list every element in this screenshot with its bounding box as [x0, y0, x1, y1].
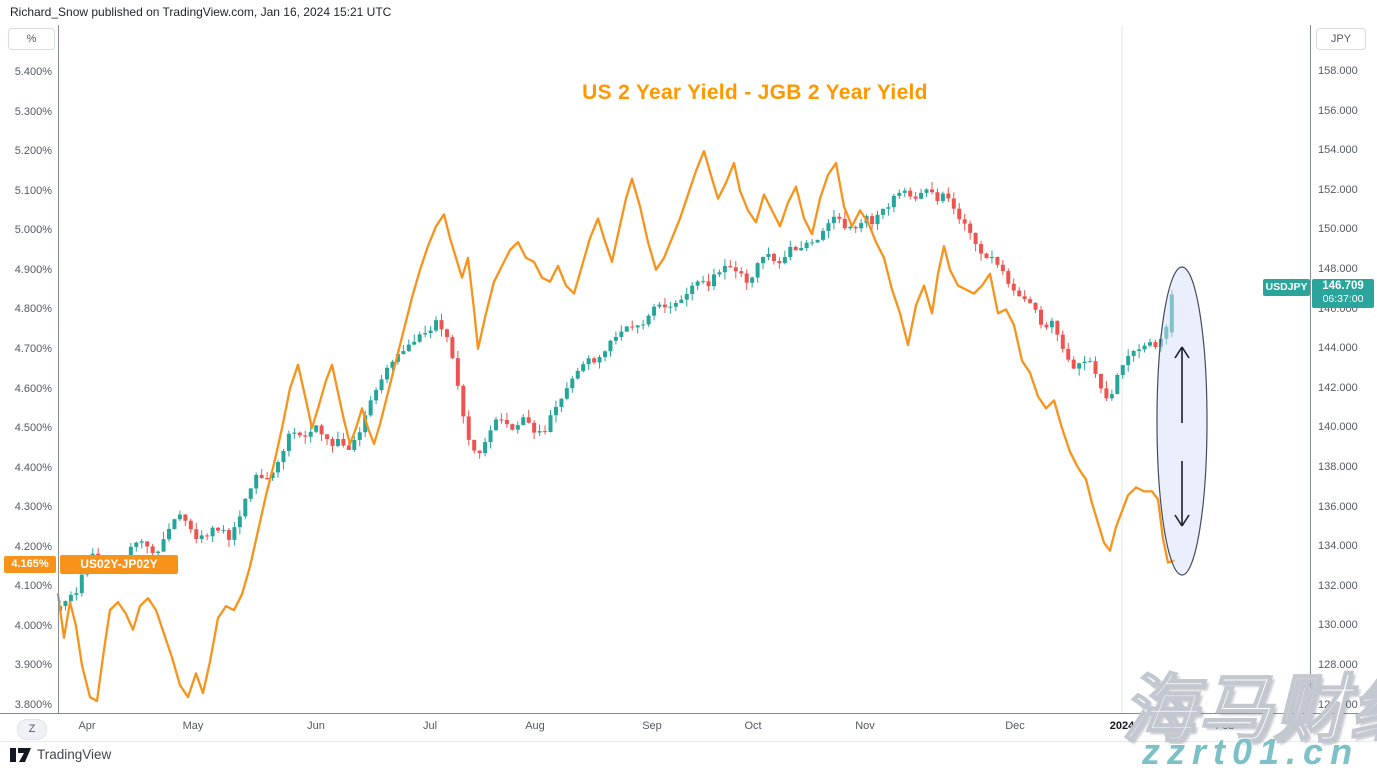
watermark-url-text: zzrt01.cn — [1142, 731, 1360, 772]
spread-name-badge: US02Y-JP02Y — [60, 555, 178, 574]
arrow-up-icon[interactable] — [1174, 346, 1190, 423]
left-axis-tick: 4.800% — [14, 303, 52, 316]
left-axis-tick: 4.700% — [14, 342, 52, 355]
right-axis-tick: 128.000 — [1318, 659, 1358, 671]
usdjpy-candle-series — [58, 182, 1174, 613]
left-axis-tick: 4.500% — [14, 422, 52, 435]
attribution-text: Richard_Snow published on TradingView.co… — [10, 5, 392, 19]
time-axis-tick: Feb — [1215, 720, 1235, 732]
time-axis-tick: Oct — [744, 720, 762, 732]
right-axis-tick: 134.000 — [1318, 540, 1358, 553]
price-badge: 146.709 06:37:00 — [1312, 279, 1374, 308]
time-axis-tick: 2024 — [1109, 720, 1135, 732]
left-axis-tick: 4.100% — [14, 580, 52, 593]
timezone-button[interactable]: Z — [17, 719, 47, 740]
tradingview-logo-text: TradingView — [37, 747, 112, 762]
right-axis-tick: 138.000 — [1318, 461, 1358, 473]
time-axis-tick: Apr — [78, 720, 96, 732]
left-axis-tick: 5.300% — [14, 105, 52, 118]
left-axis-tick: 4.300% — [14, 501, 52, 514]
bar-countdown: 06:37:00 — [1322, 293, 1364, 305]
right-axis-tick: 144.000 — [1318, 342, 1358, 355]
right-axis-tick: 158.000 — [1318, 65, 1358, 77]
left-axis-tick: 4.200% — [14, 540, 52, 553]
left-axis-tick: 4.000% — [14, 619, 52, 632]
footer-separator — [0, 741, 1377, 742]
right-axis-tick: 136.000 — [1318, 500, 1358, 513]
watermark-cn-text: 海马财经 — [1121, 667, 1377, 752]
right-axis-line — [1310, 25, 1311, 713]
right-axis-tick: 132.000 — [1318, 579, 1358, 592]
time-axis-tick: Dec — [1005, 720, 1025, 732]
left-axis-unit-button[interactable]: % — [8, 28, 55, 50]
right-axis-tick: 152.000 — [1318, 183, 1358, 196]
right-axis-tick: 140.000 — [1318, 421, 1358, 434]
right-axis-unit-button[interactable]: JPY — [1316, 28, 1366, 50]
right-axis-tick: 148.000 — [1318, 263, 1358, 275]
symbol-badge: USDJPY — [1263, 279, 1310, 296]
spread-value-badge: 4.165% — [4, 556, 56, 573]
tradingview-logo-icon — [10, 747, 31, 762]
left-axis-tick: 5.000% — [14, 224, 52, 237]
left-axis-tick: 3.800% — [14, 699, 52, 711]
time-axis-tick: Aug — [525, 720, 545, 732]
left-axis-tick: 4.600% — [14, 382, 52, 395]
left-axis-tick: 5.200% — [14, 145, 52, 158]
right-axis-tick: 156.000 — [1318, 104, 1358, 117]
left-axis-line — [58, 25, 59, 713]
chart-title-annotation[interactable]: US 2 Year Yield - JGB 2 Year Yield — [582, 81, 928, 104]
time-axis-tick: May — [182, 720, 204, 732]
time-axis-tick: Jul — [422, 720, 438, 732]
left-axis-tick: 4.900% — [14, 263, 52, 276]
spread-line-series — [56, 149, 1176, 703]
time-axis-line — [0, 713, 1377, 714]
time-axis-tick: Sep — [642, 720, 662, 732]
right-axis-tick: 154.000 — [1318, 144, 1358, 157]
left-axis-tick: 5.100% — [14, 184, 52, 197]
price-value: 146.709 — [1322, 280, 1364, 292]
left-axis-tick: 4.400% — [14, 461, 52, 474]
axis-settings-button[interactable]: A — [1333, 720, 1341, 732]
left-axis-tick: 3.900% — [14, 659, 52, 672]
right-axis-tick: 126.000 — [1318, 698, 1358, 711]
arrow-down-icon[interactable] — [1174, 461, 1190, 527]
right-axis-tick: 142.000 — [1318, 381, 1358, 394]
right-axis-tick: 130.000 — [1318, 619, 1358, 632]
time-axis-tick: Jun — [307, 720, 325, 732]
time-axis-tick: Nov — [855, 720, 875, 732]
tradingview-logo[interactable]: TradingView — [10, 747, 111, 762]
right-axis-tick: 150.000 — [1318, 223, 1358, 236]
left-axis-tick: 5.400% — [14, 66, 52, 78]
